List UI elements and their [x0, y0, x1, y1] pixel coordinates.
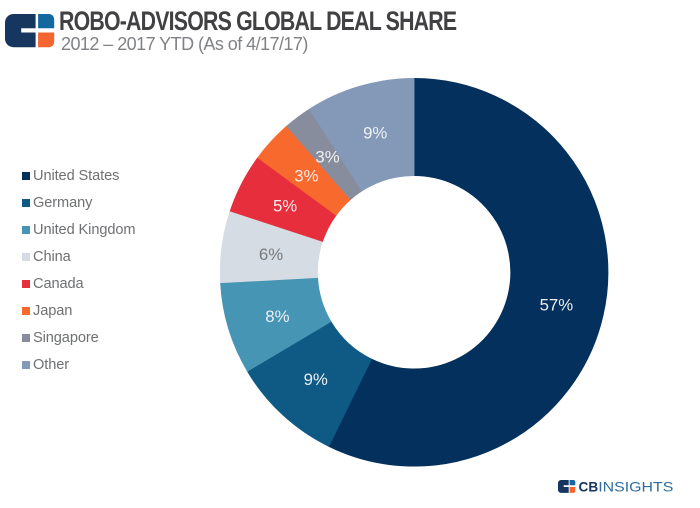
svg-text:5%: 5%	[273, 196, 297, 215]
svg-text:INSIGHTS: INSIGHTS	[598, 480, 673, 494]
svg-text:57%: 57%	[540, 296, 574, 315]
svg-text:3%: 3%	[315, 147, 339, 166]
svg-text:CB: CB	[579, 480, 599, 494]
svg-text:8%: 8%	[265, 307, 289, 326]
svg-text:9%: 9%	[363, 123, 387, 142]
svg-text:9%: 9%	[304, 370, 328, 389]
svg-text:3%: 3%	[294, 166, 318, 185]
svg-text:6%: 6%	[259, 245, 283, 264]
